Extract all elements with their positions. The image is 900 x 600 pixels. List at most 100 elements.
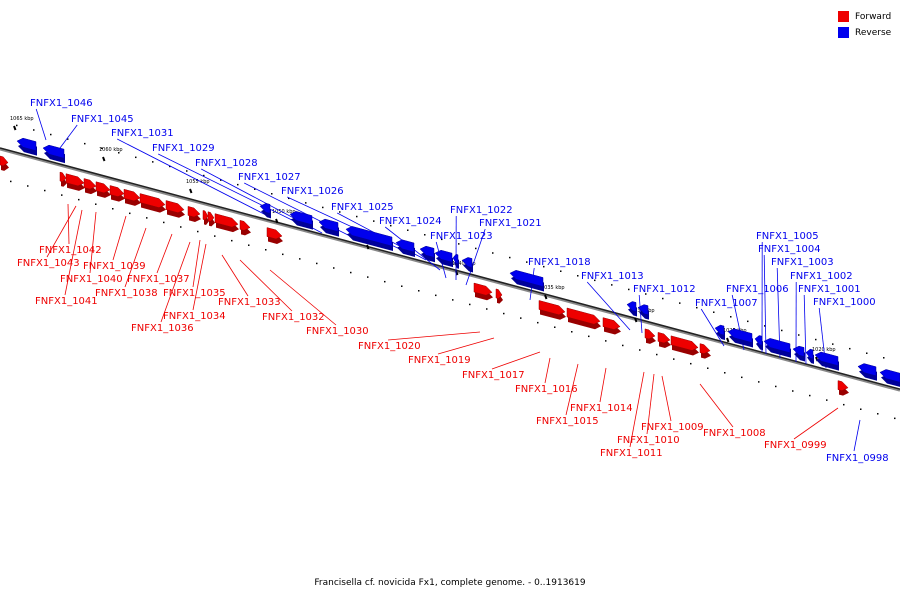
scale-tick — [102, 156, 106, 162]
forward-swatch — [838, 11, 849, 22]
gene-label: FNFX1_1004 — [758, 244, 821, 255]
dot-upper — [730, 316, 732, 318]
gene-arrow-body — [857, 363, 877, 377]
gene-arrow — [837, 380, 849, 396]
legend: Forward Reverse — [838, 9, 898, 41]
gene-label: FNFX1_1019 — [408, 355, 471, 366]
gene-arrow-body — [837, 380, 849, 391]
gene-arrow-body — [699, 343, 711, 354]
gene-label: FNFX1_1015 — [536, 416, 599, 427]
gene-arrow — [16, 137, 37, 156]
gene-arrow — [699, 343, 711, 359]
gene-label: FNFX1_1023 — [430, 231, 493, 242]
gene-label: FNFX1_1018 — [528, 257, 591, 268]
gene-arrow — [857, 363, 877, 381]
gene-arrow — [461, 257, 473, 273]
scale-tick — [275, 218, 279, 224]
dot-lower — [61, 194, 63, 196]
dot-upper — [475, 247, 477, 250]
gene-arrow — [266, 227, 283, 244]
gene-arrow — [509, 270, 544, 292]
gene-label: FNFX1_1036 — [131, 323, 194, 334]
dot-upper — [509, 256, 511, 259]
dot-upper — [237, 183, 239, 186]
gene-arrow-body — [644, 328, 656, 340]
dot-upper — [390, 224, 392, 227]
scale-tick — [366, 244, 370, 250]
dot-lower — [248, 244, 250, 246]
dot-lower — [469, 303, 471, 306]
dot-lower — [690, 362, 692, 365]
dot-lower — [656, 353, 658, 356]
dot-lower — [724, 372, 726, 374]
gene-arrow — [318, 218, 339, 237]
gene-arrow-body — [289, 211, 313, 225]
gene-label: FNFX1_1026 — [281, 186, 344, 197]
gene-arrow-body — [419, 245, 435, 258]
dot-upper — [203, 174, 205, 177]
gene-arrow-body — [345, 226, 393, 247]
gene-arrow-body — [792, 345, 805, 357]
gene-arrow-body — [814, 351, 839, 366]
dot-upper — [118, 152, 120, 154]
forward-label: Forward — [855, 11, 892, 22]
dot-lower — [27, 185, 29, 187]
dot-lower — [843, 403, 845, 406]
gene-label: FNFX1_0999 — [764, 440, 827, 451]
gene-label: FNFX1_1033 — [218, 297, 281, 308]
leader-line — [661, 375, 672, 422]
leader-line — [156, 233, 173, 274]
gene-arrow — [165, 200, 185, 218]
gene-arrow — [657, 332, 671, 348]
scale-tick — [189, 188, 193, 194]
gene-arrow-body — [123, 188, 141, 202]
legend-reverse: Reverse — [838, 25, 898, 40]
dot-lower — [775, 385, 777, 388]
dot-upper — [866, 352, 868, 354]
gene-arrow-body — [763, 338, 791, 354]
leader-line — [491, 351, 541, 370]
gene-label: FNFX1_1041 — [35, 296, 98, 307]
gene-arrow — [727, 328, 753, 348]
dot-upper — [832, 343, 834, 345]
dot-upper — [67, 138, 69, 140]
dot-upper — [339, 211, 341, 213]
leader-line — [387, 331, 481, 341]
dot-upper — [849, 347, 851, 350]
gene-label: FNFX1_1011 — [600, 448, 663, 459]
dot-lower — [792, 390, 794, 392]
gene-arrow-body — [879, 369, 900, 383]
leader-line — [35, 108, 47, 141]
gene-label: FNFX1_1007 — [695, 298, 758, 309]
gene-label: FNFX1_1034 — [163, 311, 226, 322]
dot-lower — [95, 203, 97, 205]
dot-lower — [333, 267, 335, 269]
leader-line — [239, 259, 293, 312]
dot-lower — [486, 308, 488, 310]
gene-label: FNFX1_1002 — [790, 271, 853, 282]
dot-lower — [605, 340, 607, 342]
dot-lower — [367, 276, 369, 278]
scale-label: 1055 kbp — [186, 179, 210, 185]
scale-tick — [13, 125, 17, 131]
dot-upper — [169, 165, 171, 168]
dot-lower — [316, 262, 318, 265]
reverse-label: Reverse — [855, 27, 892, 38]
gene-label: FNFX1_1039 — [83, 261, 146, 272]
gene-label: FNFX1_1024 — [379, 216, 442, 227]
leader-line — [700, 308, 725, 347]
gene-arrow — [814, 351, 839, 371]
dot-lower — [894, 417, 896, 420]
dot-lower — [78, 198, 80, 201]
gene-label: FNFX1_1045 — [71, 114, 134, 125]
dot-upper — [492, 252, 494, 254]
leader-line — [437, 337, 495, 355]
gene-arrow — [792, 345, 805, 362]
gene-arrows — [0, 137, 900, 396]
dot-upper — [526, 261, 528, 263]
dot-lower — [554, 326, 556, 328]
gene-arrow — [59, 171, 67, 187]
dot-upper — [458, 243, 460, 245]
dot-upper — [645, 293, 647, 295]
